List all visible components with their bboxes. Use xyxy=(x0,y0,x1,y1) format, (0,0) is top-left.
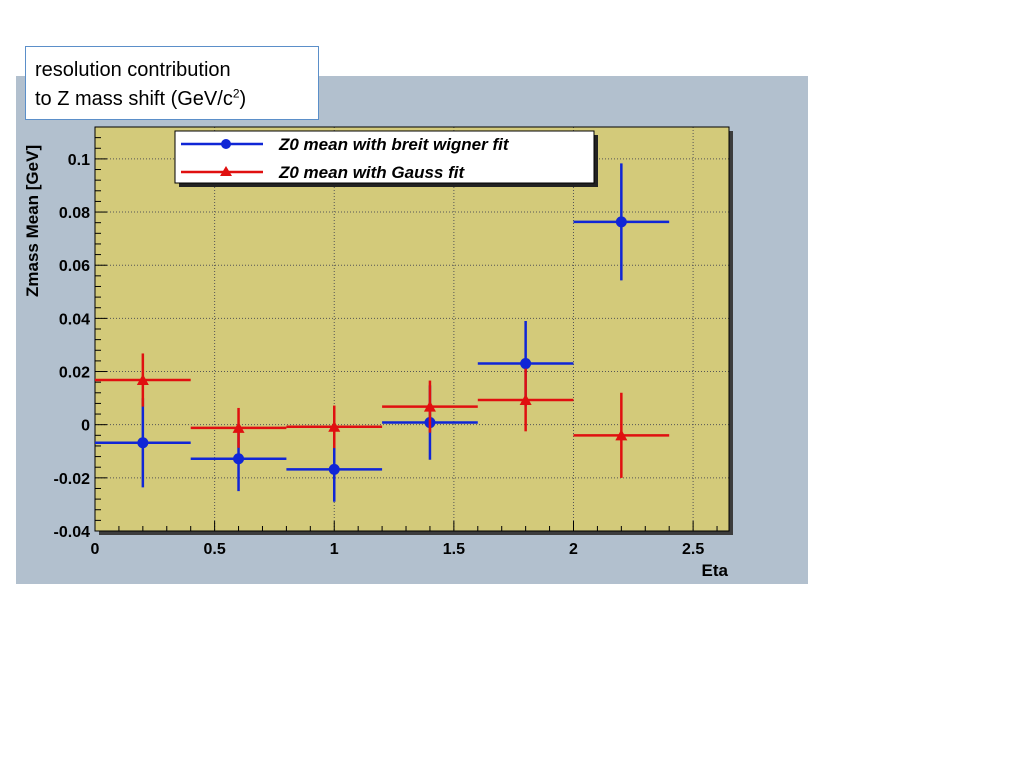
data-point xyxy=(190,407,287,448)
data-point xyxy=(382,380,478,433)
annotation-callout: resolution contribution to Z mass shift … xyxy=(25,46,319,120)
point-marker-circle xyxy=(137,437,149,449)
point-marker-triangle xyxy=(328,420,341,432)
callout-line-1: resolution contribution xyxy=(35,59,231,81)
point-marker-triangle xyxy=(615,429,628,441)
callout-line-2: to Z mass shift (GeV/c2) xyxy=(35,85,309,114)
callout-superscript: 2 xyxy=(232,86,240,101)
x-tick-label: 0 xyxy=(91,541,100,558)
y-tick-label: 0 xyxy=(81,418,90,435)
data-point xyxy=(95,353,191,407)
y-tick-label: 0.08 xyxy=(59,205,90,222)
y-axis-label: Zmass Mean [GeV] xyxy=(23,145,42,297)
data-point xyxy=(573,163,670,281)
x-tick-label: 1 xyxy=(330,541,339,558)
data-point xyxy=(477,368,574,432)
x-tick-label: 0.5 xyxy=(203,541,225,558)
y-tick-label: -0.04 xyxy=(54,524,91,541)
y-tick-label: 0.1 xyxy=(68,152,90,169)
x-axis-label: Eta xyxy=(702,561,729,580)
callout-line-2-end: ) xyxy=(239,88,247,110)
plot-area xyxy=(95,127,729,531)
point-marker-circle xyxy=(328,463,340,475)
point-marker-triangle xyxy=(232,421,245,433)
y-tick-label: 0.02 xyxy=(59,365,90,382)
y-tick-label: 0.04 xyxy=(59,311,90,328)
y-tick-label: -0.02 xyxy=(54,471,91,488)
data-point xyxy=(190,426,287,492)
grid xyxy=(95,127,729,531)
legend-label-bw: Z0 mean with breit wigner fit xyxy=(278,135,510,154)
point-marker-triangle xyxy=(423,400,436,412)
data-point xyxy=(286,405,383,449)
x-tick-label: 2.5 xyxy=(682,541,704,558)
point-marker-circle xyxy=(615,216,627,228)
legend: Z0 mean with breit wigner fit Z0 mean wi… xyxy=(174,130,598,187)
callout-line-2-text: to Z mass shift (GeV/c xyxy=(35,88,233,110)
axes: 0 0.5 1 1.5 2 2.5 -0.04 -0.02 0 0.02 0.04 0.06 0.08 0… xyxy=(54,126,730,558)
point-marker-circle xyxy=(520,358,532,370)
legend-marker-bw xyxy=(221,139,231,149)
data-point xyxy=(95,398,191,488)
point-marker-triangle xyxy=(136,374,149,386)
point-marker-triangle xyxy=(519,393,532,405)
data-point xyxy=(573,392,670,478)
legend-marker-gauss xyxy=(220,166,232,176)
legend-box xyxy=(174,130,595,184)
data-marks xyxy=(95,163,670,502)
x-tick-label: 1.5 xyxy=(443,541,465,558)
point-marker-circle xyxy=(233,453,245,465)
plot-shadow-right xyxy=(729,131,733,535)
x-tick-label: 2 xyxy=(569,541,578,558)
y-tick-label: 0.06 xyxy=(59,258,90,275)
legend-label-gauss: Z0 mean with Gauss fit xyxy=(278,163,465,182)
plot-shadow-bottom xyxy=(99,531,733,535)
